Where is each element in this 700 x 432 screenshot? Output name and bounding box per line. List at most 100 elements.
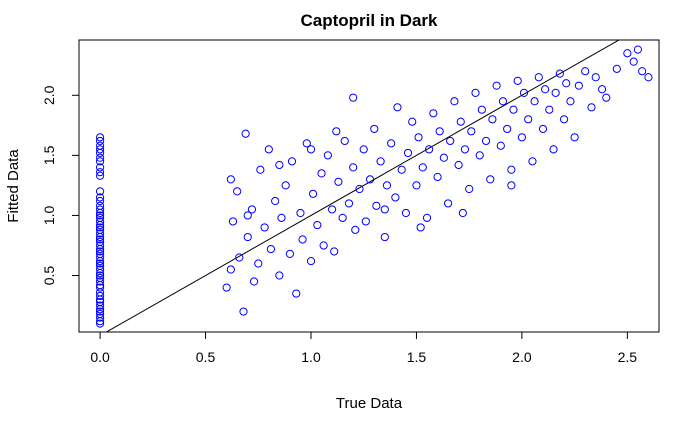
data-point — [281, 181, 290, 190]
data-point — [95, 168, 105, 177]
data-point — [95, 301, 105, 310]
data-point — [460, 145, 470, 154]
data-point — [233, 187, 242, 196]
x-axis: 0.0 0.5 1.0 1.5 2.0 2.5 — [90, 332, 637, 365]
data-point — [323, 151, 332, 160]
data-point — [285, 249, 295, 258]
data-point — [235, 253, 244, 262]
data-point — [95, 271, 105, 280]
data-point — [450, 97, 459, 106]
x-tick-label: 1.5 — [407, 349, 427, 365]
data-point — [507, 181, 516, 190]
data-point — [416, 223, 425, 232]
data-point — [95, 225, 105, 234]
data-point — [403, 148, 413, 158]
data-point — [340, 136, 349, 146]
data-point — [95, 249, 105, 258]
data-point — [264, 145, 273, 154]
data-point — [562, 79, 571, 88]
data-point — [517, 133, 527, 142]
data-point — [95, 291, 105, 301]
data-point — [275, 271, 284, 280]
data-point — [271, 196, 280, 206]
data-point — [471, 88, 480, 97]
data-point — [95, 253, 105, 262]
data-point — [623, 49, 632, 58]
x-axis-label: True Data — [336, 395, 403, 412]
data-point — [412, 181, 421, 190]
y-axis: 0.5 1.0 1.5 2.0 — [41, 85, 79, 285]
data-point — [401, 208, 411, 218]
data-point — [591, 73, 600, 82]
data-point — [306, 257, 316, 266]
data-point — [382, 181, 392, 190]
data-point — [376, 157, 385, 166]
data-point — [361, 217, 370, 226]
data-points — [95, 45, 653, 328]
data-point — [481, 136, 491, 146]
data-point — [507, 165, 516, 174]
data-point — [344, 199, 354, 208]
y-tick-label: 1.5 — [41, 145, 57, 165]
data-point — [425, 145, 434, 154]
data-point — [95, 205, 105, 214]
data-point — [95, 211, 105, 220]
data-point — [574, 81, 583, 90]
data-point — [95, 235, 105, 244]
data-point — [408, 117, 417, 126]
data-point — [570, 133, 579, 142]
data-point — [524, 115, 533, 124]
data-point — [530, 97, 539, 106]
data-point — [327, 205, 337, 214]
data-point — [95, 141, 105, 150]
data-point — [338, 213, 347, 222]
data-point — [222, 283, 231, 292]
data-point — [228, 217, 238, 226]
data-point — [551, 88, 560, 97]
data-point — [581, 67, 590, 76]
data-point — [95, 213, 105, 222]
data-point — [95, 277, 105, 286]
data-point — [309, 189, 318, 198]
data-point — [488, 115, 497, 124]
data-point — [418, 163, 427, 172]
data-point — [496, 141, 505, 150]
data-point — [226, 175, 235, 184]
data-point — [638, 67, 647, 76]
data-point — [275, 160, 284, 170]
data-point — [239, 307, 248, 316]
data-point — [95, 229, 105, 238]
data-point — [465, 184, 474, 194]
data-point — [443, 199, 453, 208]
data-point — [95, 133, 105, 142]
data-point — [95, 145, 105, 154]
data-point — [391, 193, 400, 202]
data-point — [95, 196, 105, 206]
data-point — [629, 57, 638, 66]
data-point — [95, 313, 105, 322]
data-point — [95, 201, 105, 210]
data-point — [597, 85, 607, 94]
data-point — [313, 220, 322, 230]
data-point — [95, 297, 105, 307]
data-point — [633, 45, 643, 54]
data-point — [456, 117, 465, 126]
data-point — [498, 97, 508, 106]
data-point — [446, 136, 455, 146]
data-point — [332, 127, 341, 136]
data-point — [95, 171, 105, 180]
data-point — [95, 259, 105, 268]
data-point — [351, 225, 360, 234]
data-point — [254, 259, 263, 268]
data-point — [513, 76, 522, 85]
y-tick-label: 1.0 — [41, 205, 57, 225]
data-point — [433, 172, 442, 182]
data-point — [519, 88, 529, 97]
y-axis-label: Fitted Data — [5, 149, 22, 223]
data-point — [387, 139, 396, 148]
chart-title: Captopril in Dark — [301, 11, 439, 30]
data-point — [95, 307, 105, 316]
data-point — [287, 157, 297, 166]
data-point — [380, 232, 389, 242]
